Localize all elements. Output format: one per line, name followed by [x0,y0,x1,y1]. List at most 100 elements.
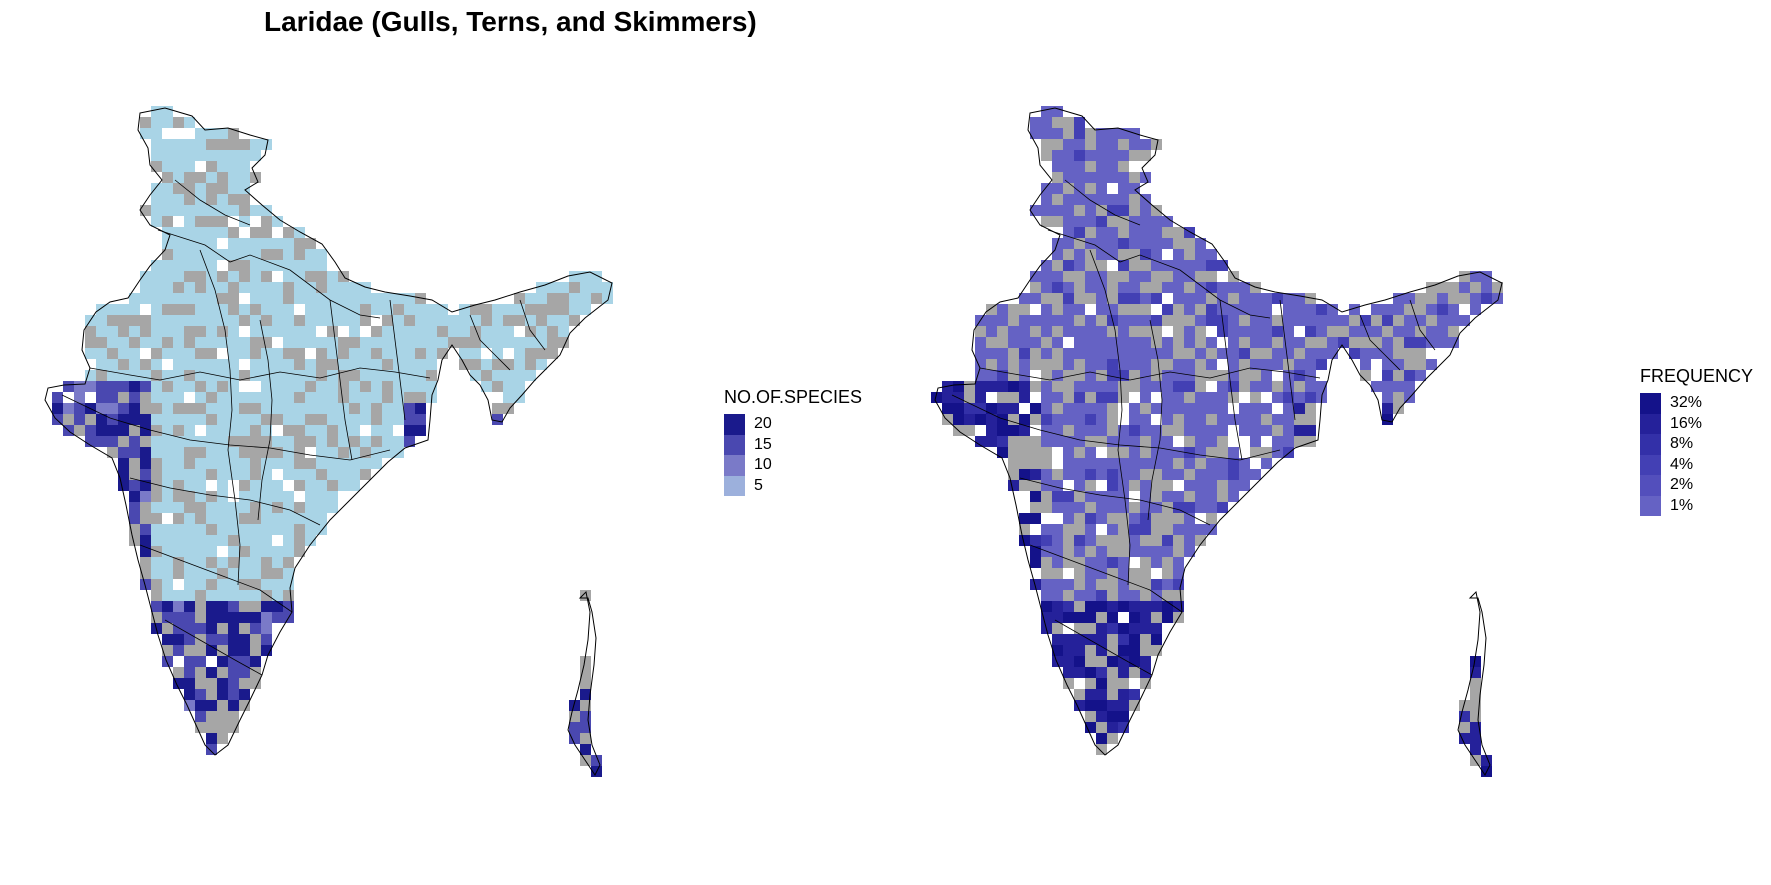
grid-cell [261,502,272,513]
grid-cell [1151,469,1162,480]
grid-cell [1184,260,1195,271]
grid-cells [52,106,613,777]
grid-cell [1085,381,1096,392]
grid-cell [261,293,272,304]
grid-cell [393,337,404,348]
grid-cell [206,194,217,205]
state-boundary [519,299,546,351]
grid-cell [1030,447,1041,458]
grid-cell [294,359,305,370]
grid-cell [305,271,316,282]
grid-cell [1074,502,1085,513]
grid-cell [1107,271,1118,282]
grid-cell [1360,326,1371,337]
grid-cell [1184,546,1195,557]
grid-cell [1206,282,1217,293]
grid-cell [316,414,327,425]
grid-cell [85,326,96,337]
grid-cell [975,326,986,337]
grid-cell [261,491,272,502]
grid-cell [206,458,217,469]
grid-cell [184,502,195,513]
grid-cell [580,590,591,601]
grid-cell [239,216,250,227]
grid-cell [1008,337,1019,348]
grid-cell [239,469,250,480]
grid-cell [1404,359,1415,370]
grid-cell [1184,227,1195,238]
grid-cell [1129,205,1140,216]
grid-cell [250,568,261,579]
legend-swatch [724,414,745,435]
grid-cell [1470,700,1481,711]
grid-cell [74,392,85,403]
grid-cell [250,271,261,282]
grid-cell [1393,326,1404,337]
grid-cell [415,403,426,414]
grid-cell [118,348,129,359]
grid-cell [1173,337,1184,348]
grid-cell [239,392,250,403]
grid-cell [316,425,327,436]
grid-cell [206,700,217,711]
grid-cell [1173,447,1184,458]
grid-cell [1305,436,1316,447]
grid-cell [162,480,173,491]
grid-cell [415,392,426,403]
grid-cell [294,337,305,348]
grid-cell [173,403,184,414]
grid-cell [195,359,206,370]
grid-cell [1151,612,1162,623]
grid-cell [85,381,96,392]
grid-cell [272,282,283,293]
grid-cell [1008,348,1019,359]
grid-cell [580,304,591,315]
grid-cell [1140,414,1151,425]
grid-cell [1129,260,1140,271]
grid-cell [525,326,536,337]
grid-cell [1063,678,1074,689]
grid-cell [382,304,393,315]
grid-cell [1151,315,1162,326]
grid-cell [184,524,195,535]
grid-cell [261,139,272,150]
grid-cell [1184,436,1195,447]
grid-cell [1470,282,1481,293]
grid-cell [184,359,195,370]
grid-cell [1393,348,1404,359]
grid-cell [1140,381,1151,392]
state-boundary [1054,619,1153,676]
grid-cell [283,271,294,282]
grid-cell [1162,524,1173,535]
grid-cell [173,678,184,689]
grid-cell [1437,315,1448,326]
grid-cell [1151,535,1162,546]
grid-cell [283,326,294,337]
grid-cell [1107,216,1118,227]
grid-cell [558,326,569,337]
grid-cell [184,348,195,359]
state-boundary [1147,319,1163,521]
grid-cell [173,447,184,458]
grid-cell [217,733,228,744]
grid-cell [360,392,371,403]
grid-cell [1129,513,1140,524]
grid-cell [1096,502,1107,513]
grid-cell [283,403,294,414]
grid-cell [1129,645,1140,656]
grid-cell [283,260,294,271]
grid-cell [1305,403,1316,414]
grid-cell [52,403,63,414]
grid-cell [1041,524,1052,535]
grid-cell [195,227,206,238]
grid-cell [140,315,151,326]
grid-cell [1283,414,1294,425]
grid-cell [1096,227,1107,238]
grid-cell [261,359,272,370]
species-count-legend: NO.OF.SPECIES 20 15 10 5 [724,387,862,496]
grid-cell [184,546,195,557]
grid-cell [1118,161,1129,172]
grid-cell [547,326,558,337]
grid-cell [239,161,250,172]
grid-cell [1162,601,1173,612]
